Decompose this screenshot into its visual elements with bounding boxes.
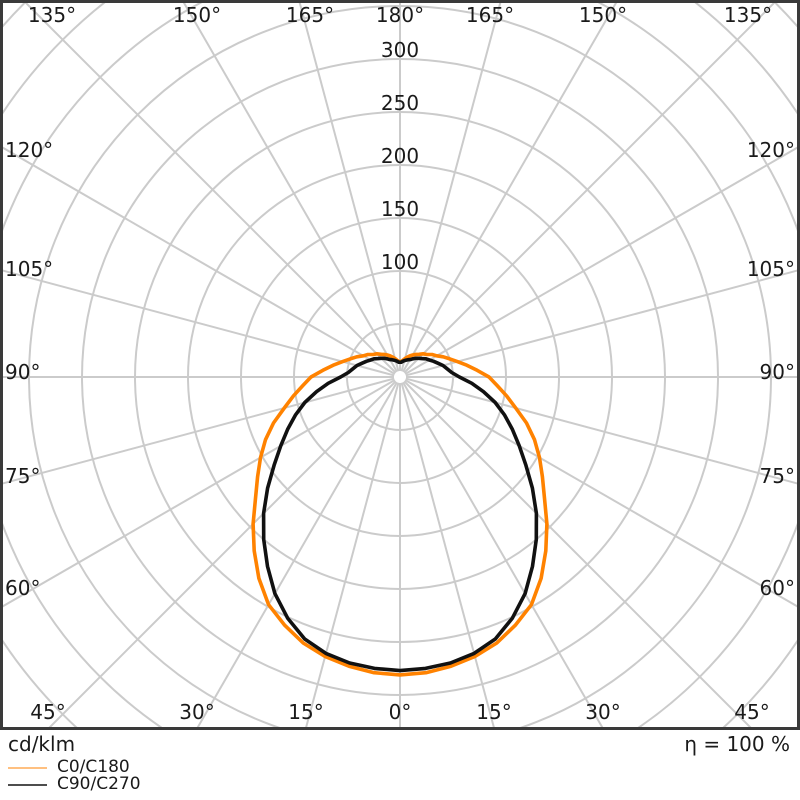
angle-label-left: 105°	[5, 257, 53, 281]
angle-label-bottom: 45°	[734, 700, 769, 724]
angle-label-left: 75°	[5, 464, 40, 488]
grid-spoke	[405, 269, 797, 377]
grid-spoke	[402, 381, 604, 727]
angle-label-left: 90°	[5, 360, 40, 384]
legend: C0/C180 C90/C270	[8, 759, 141, 793]
angle-label-right: 120°	[747, 138, 795, 162]
angle-label-top: 165°	[466, 3, 514, 27]
radial-tick-label: 100	[381, 250, 419, 274]
angle-label-top: 165°	[286, 3, 334, 27]
grid-spoke	[24, 3, 397, 374]
polar-chart: 300 250 200 150 100 135° 150° 165° 180° 165° 150° 1…	[0, 0, 800, 730]
grid-spoke	[298, 3, 400, 372]
angle-label-bottom: 15°	[288, 700, 323, 724]
grid-spoke	[182, 3, 398, 373]
grid-spoke	[404, 146, 797, 375]
angle-label-bottom: 30°	[585, 700, 620, 724]
unit-label: cd/klm	[8, 732, 76, 756]
angle-label-left: 120°	[5, 138, 53, 162]
angle-label-right: 90°	[760, 360, 795, 384]
angle-label-top: 150°	[579, 3, 627, 27]
grid-spoke	[3, 146, 396, 375]
radial-tick-label: 300	[381, 38, 419, 62]
grid-spoke	[400, 382, 495, 727]
grid-spoke	[3, 379, 396, 608]
angle-label-top: 180°	[376, 3, 424, 27]
legend-item-c0-c180: C0/C180	[8, 759, 141, 776]
legend-item-c90-c270: C90/C270	[8, 776, 141, 793]
grid-spoke	[405, 377, 797, 485]
grid-spoke	[3, 377, 395, 485]
curve-c0-c180	[251, 352, 549, 677]
angle-label-right: 105°	[747, 257, 795, 281]
legend-label: C90/C270	[57, 774, 141, 794]
grid-spoke	[403, 380, 752, 727]
angle-label-left: 60°	[5, 576, 40, 600]
grid-spoke	[3, 269, 395, 377]
radial-tick-label: 150	[381, 197, 419, 221]
efficiency-label: η = 100 %	[684, 732, 790, 756]
radial-tick-label: 200	[381, 144, 419, 168]
legend-line-swatch	[8, 783, 47, 786]
angle-label-top: 135°	[724, 3, 772, 27]
angle-label-bottom: 45°	[30, 700, 65, 724]
curve-c90-c270	[261, 356, 539, 673]
radial-tick-label: 250	[381, 91, 419, 115]
grid-spoke	[305, 382, 400, 727]
grid-spoke	[196, 381, 398, 727]
angle-label-top: 135°	[28, 3, 76, 27]
legend-label: C0/C180	[57, 757, 130, 777]
polar-grid	[3, 3, 797, 727]
angle-label-right: 75°	[760, 464, 795, 488]
angle-label-top: 150°	[173, 3, 221, 27]
angle-label-bottom: 15°	[476, 700, 511, 724]
grid-spoke	[48, 380, 397, 727]
plot-border	[0, 0, 800, 730]
angle-label-right: 60°	[760, 576, 795, 600]
grid-spoke	[400, 3, 502, 372]
grid-spoke	[402, 3, 618, 373]
grid-spoke	[404, 379, 797, 608]
angle-label-bottom: 0°	[389, 700, 412, 724]
chart-footer: cd/klm η = 100 %	[0, 731, 800, 757]
angle-label-bottom: 30°	[179, 700, 214, 724]
legend-line-swatch	[8, 766, 47, 769]
grid-spoke	[403, 3, 776, 374]
